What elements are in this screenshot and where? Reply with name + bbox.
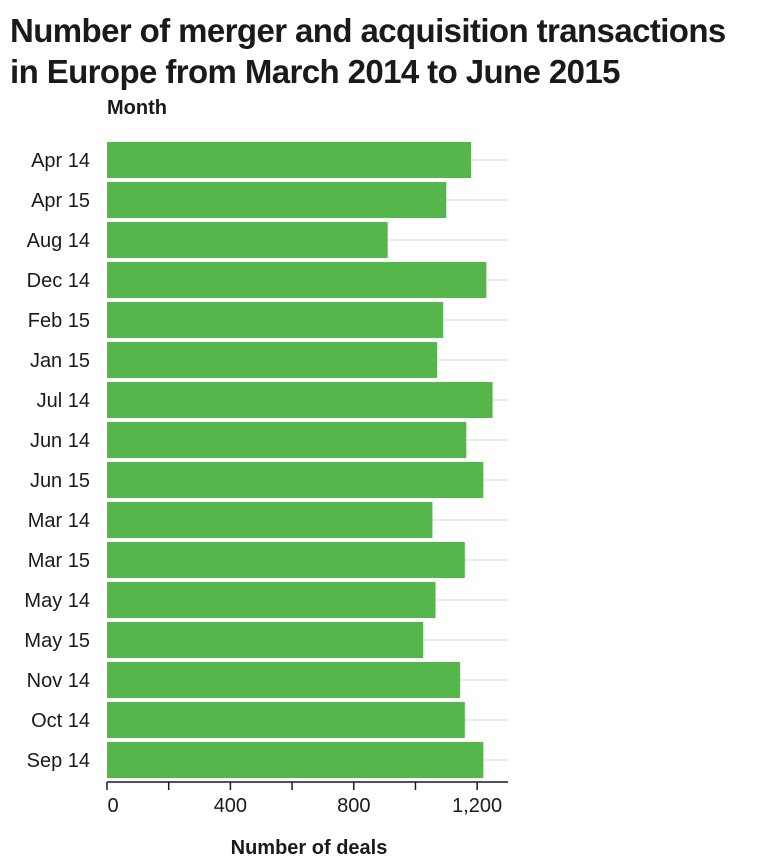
chart-title: Number of merger and acquisition transac…	[10, 12, 726, 90]
bar	[107, 622, 424, 658]
y-tick-label: Mar 15	[28, 550, 90, 572]
y-tick-label: May 15	[24, 630, 90, 652]
bar	[107, 342, 438, 378]
y-tick-label: May 14	[24, 590, 90, 612]
y-tick-label: Aug 14	[27, 230, 90, 252]
bar	[107, 142, 471, 178]
bar	[107, 182, 447, 218]
x-tick-label: 1,200	[452, 795, 502, 817]
bar	[107, 582, 436, 618]
bar	[107, 222, 388, 258]
y-axis-title: Month	[107, 97, 167, 119]
bars	[107, 142, 493, 778]
bar	[107, 662, 461, 698]
x-tick-label: 800	[337, 795, 370, 817]
x-tick-label: 400	[214, 795, 247, 817]
y-tick-label: Jan 15	[30, 350, 90, 372]
bar	[107, 422, 467, 458]
y-tick-label: Dec 14	[27, 270, 90, 292]
bar	[107, 382, 493, 418]
bar	[107, 702, 465, 738]
y-axis-tick-labels: Apr 14 Apr 15 Aug 14 Dec 14 Feb 15 Jan 15 Jul …	[24, 150, 90, 772]
bar	[107, 462, 484, 498]
bar	[107, 262, 487, 298]
y-tick-label: Nov 14	[27, 670, 90, 692]
x-axis: 0 400 800 1,200	[106, 781, 508, 817]
x-axis-title: Number of deals	[231, 837, 388, 859]
bar	[107, 542, 465, 578]
y-tick-label: Apr 15	[31, 190, 90, 212]
bar	[107, 742, 484, 778]
y-tick-label: Jun 15	[30, 470, 90, 492]
y-tick-label: Apr 14	[31, 150, 90, 172]
y-tick-label: Mar 14	[28, 510, 90, 532]
bar	[107, 502, 433, 538]
y-tick-label: Jun 14	[30, 430, 90, 452]
y-tick-label: Jul 14	[37, 390, 90, 412]
x-tick-label: 0	[107, 795, 118, 817]
bar	[107, 302, 444, 338]
y-tick-label: Sep 14	[27, 750, 90, 772]
y-tick-label: Oct 14	[31, 710, 90, 732]
y-tick-label: Feb 15	[28, 310, 90, 332]
